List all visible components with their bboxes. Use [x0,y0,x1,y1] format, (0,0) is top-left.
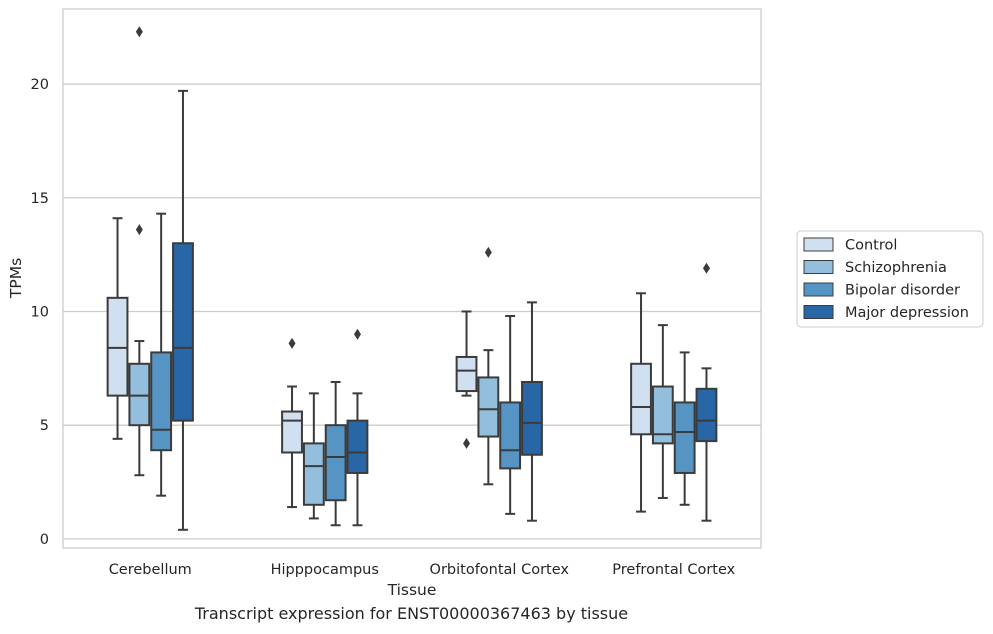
boxes-layer [106,26,718,531]
plot-area-frame [62,8,762,549]
legend-label: Schizophrenia [845,260,947,276]
box-group [521,301,543,522]
y-tick-labels: 0 5 10 15 20 [31,77,49,548]
box [630,362,652,436]
y-tick-label: 20 [31,77,49,93]
outlier-point [702,262,710,274]
box [106,296,129,397]
box-group [106,217,129,440]
box-group [150,212,173,497]
legend-swatch [803,260,834,274]
box [302,442,325,506]
legend: Control Schizophrenia Bipolar disorder Majo… [796,230,984,328]
box [499,401,522,470]
legend-swatch [803,237,834,252]
x-axis-label: Tissue [387,581,437,599]
box [150,351,173,452]
legend-label: Control [845,238,897,254]
legend-swatch [803,305,834,319]
y-axis-label: TPMs [7,258,25,299]
box-group [673,351,696,506]
x-tick-labels: Cerebellum Hipppocampus Orbitofontal Corte… [109,562,736,578]
box-group [346,328,369,527]
box [521,380,543,456]
box [673,401,696,474]
box-group [651,324,674,499]
outlier-point [463,437,471,449]
y-tick-label: 15 [31,191,49,207]
box [455,355,478,393]
box [128,362,151,427]
box-group [695,262,718,522]
y-tick-label: 10 [31,304,49,320]
box [281,410,303,454]
outlier-point [484,246,492,258]
box [346,419,369,474]
figure-caption: Transcript expression for ENST0000036746… [194,604,629,623]
box [651,385,674,445]
outlier-point [135,224,143,236]
x-tick-label: Hipppocampus [271,562,379,578]
y-tick-label: 0 [40,532,49,548]
box-group [172,89,194,531]
box-group [324,380,347,527]
legend-label: Bipolar disorder [845,283,960,299]
outlier-point [135,26,143,38]
box-group [630,292,652,513]
box [172,242,194,422]
legend-frame [796,230,984,328]
x-tick-label: Cerebellum [109,562,192,578]
outlier-point [288,337,296,349]
box-group [128,26,151,477]
legend-items: Control Schizophrenia Bipolar disorder Majo… [803,237,969,321]
outlier-point [353,328,361,340]
y-gridlines [63,83,761,540]
box-group [455,310,478,449]
x-tick-label: Prefrontal Cortex [612,562,735,578]
box-group [477,246,500,486]
legend-swatch [803,282,834,297]
y-tick-label: 5 [40,418,49,434]
box [695,387,718,443]
box [324,424,347,502]
legend-label: Major depression [845,305,969,321]
x-tick-label: Orbitofontal Cortex [430,562,570,578]
box-group [302,392,325,520]
box-group [281,337,303,509]
box [477,376,500,438]
box-group [499,315,522,515]
